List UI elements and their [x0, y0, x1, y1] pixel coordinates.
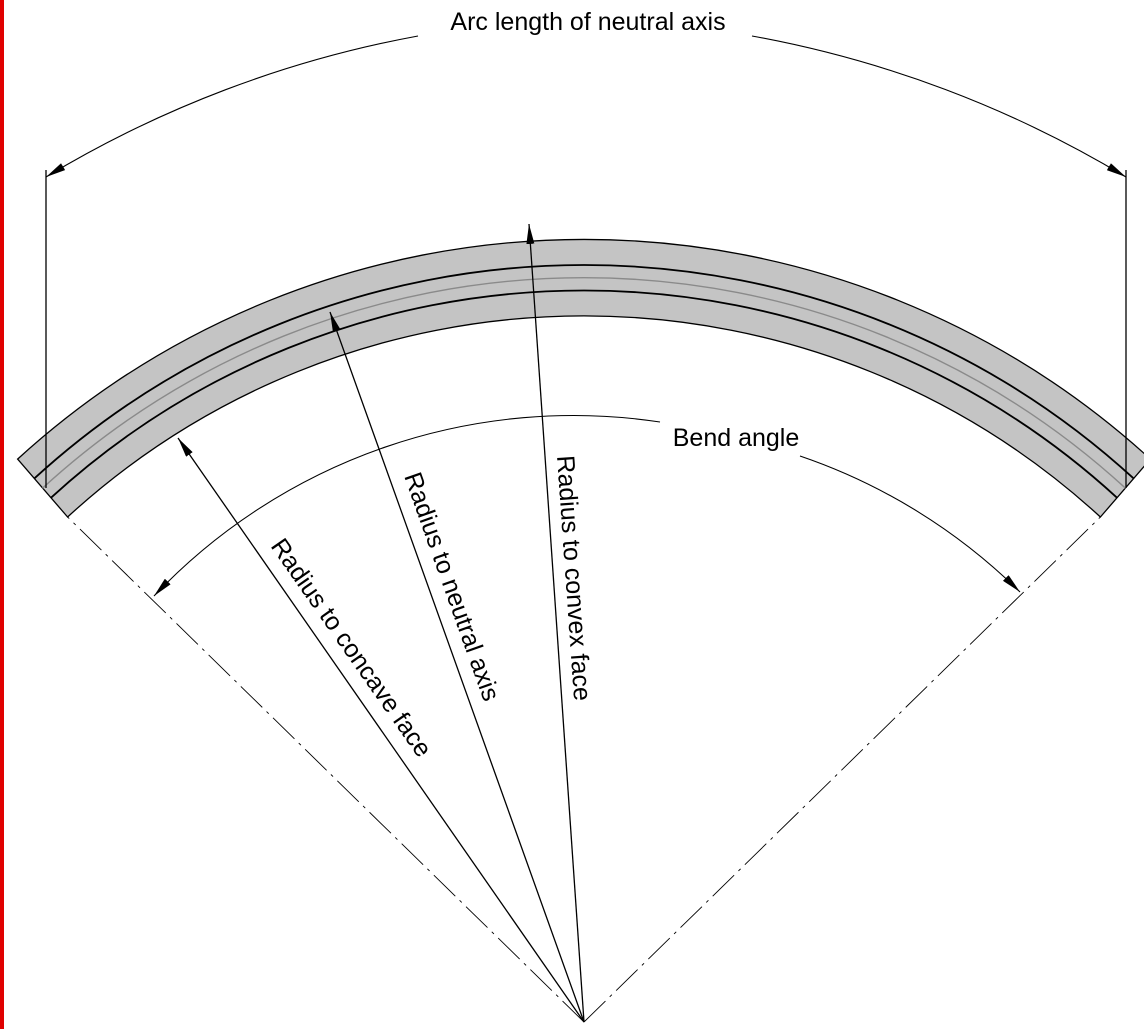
radius-convex-label: Radius to convex face — [551, 454, 596, 701]
radius-concave-label: Radius to concave face — [265, 533, 437, 762]
left-centerline — [67, 516, 585, 1023]
radius-neutral-label: Radius to neutral axis — [398, 469, 505, 705]
bent-band — [16, 238, 1144, 518]
right-centerline — [583, 516, 1101, 1023]
radius-convex-line — [526, 223, 585, 1023]
radius-concave-line — [177, 437, 585, 1023]
upper-fibre-line — [33, 264, 1135, 480]
bend-angle-dimension-left — [153, 415, 661, 597]
arc-length-dimension-right — [751, 35, 1127, 178]
lower-fibre-line — [50, 289, 1118, 499]
bend-angle-label: Bend angle — [673, 424, 800, 452]
radius-neutral-line — [329, 311, 585, 1023]
arc-length-label: Arc length of neutral axis — [450, 8, 725, 36]
neutral-axis-line — [42, 277, 1126, 489]
left-border — [0, 0, 4, 1029]
arc-length-dimension-left — [45, 35, 419, 178]
bend-angle-dimension-right — [799, 455, 1021, 593]
